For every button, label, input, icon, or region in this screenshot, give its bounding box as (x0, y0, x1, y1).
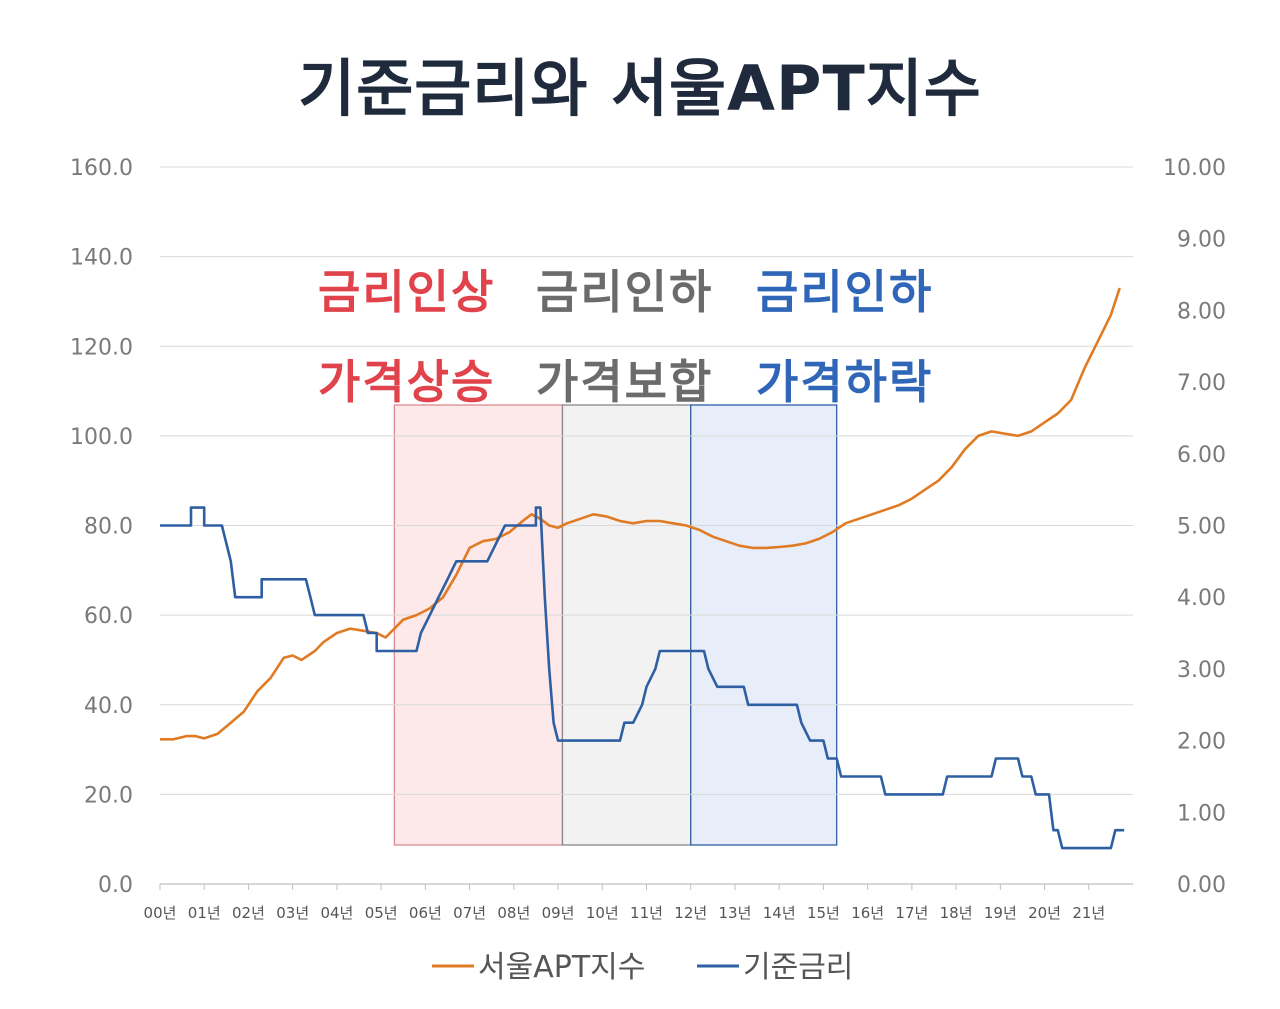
left-tick-label: 120.0 (70, 335, 133, 360)
left-tick-label: 60.0 (84, 604, 133, 629)
right-tick-label: 0.00 (1177, 873, 1226, 898)
x-tick-label: 02년 (232, 904, 265, 922)
right-tick-label: 4.00 (1177, 586, 1226, 611)
x-tick-label: 19년 (984, 904, 1017, 922)
period-regions (393, 404, 838, 846)
x-tick-label: 14년 (763, 904, 796, 922)
x-tick-label: 05년 (365, 904, 398, 922)
right-tick-label: 5.00 (1177, 515, 1226, 540)
right-tick-label: 8.00 (1177, 299, 1226, 324)
left-tick-label: 100.0 (70, 425, 133, 450)
annotation-price-flat: 가격보합 (536, 355, 714, 409)
left-tick-label: 140.0 (70, 246, 133, 271)
right-tick-label: 1.00 (1177, 801, 1226, 826)
x-tick-label: 21년 (1072, 904, 1105, 922)
annotation-rate-cut-2: 금리인하 (756, 265, 934, 319)
right-tick-label: 7.00 (1177, 371, 1226, 396)
x-tick-label: 07년 (453, 904, 486, 922)
legend: 서울APT지수 기준금리 (432, 950, 853, 985)
x-tick-label: 08년 (497, 904, 530, 922)
right-tick-label: 6.00 (1177, 443, 1226, 468)
legend-label: 기준금리 (743, 950, 853, 985)
x-tick-label: 10년 (586, 904, 619, 922)
x-tick-label: 17년 (895, 904, 928, 922)
x-tick-label: 11년 (630, 904, 663, 922)
x-tick-label: 09년 (542, 904, 575, 922)
x-tick-label: 20년 (1028, 904, 1061, 922)
right-tick-label: 2.00 (1177, 730, 1226, 755)
x-tick-label: 01년 (188, 904, 221, 922)
right-axis: 0.00 1.00 2.00 3.00 4.00 5.00 6.00 7.00 8.00 9.00… (1163, 156, 1226, 898)
x-tick-label: 15년 (807, 904, 840, 922)
period-region-2 (690, 404, 838, 846)
left-tick-label: 0.0 (98, 873, 133, 898)
left-tick-label: 20.0 (84, 783, 133, 808)
x-tick-label: 03년 (276, 904, 309, 922)
x-tick-label: 00년 (144, 904, 177, 922)
annotation-rate-hike: 금리인상 (318, 265, 496, 319)
period-region-1 (561, 404, 692, 846)
left-tick-label: 160.0 (70, 156, 133, 181)
annotation-rate-cut-1: 금리인하 (536, 265, 714, 319)
annotation-price-rise: 가격상승 (318, 355, 496, 409)
x-axis: 00년 01년 02년 03년 04년 05년 06년 07년 08년 09년 10년 11년 12년 1… (144, 884, 1105, 922)
chart-title: 기준금리와 서울APT지수 (298, 52, 982, 125)
left-tick-label: 40.0 (84, 694, 133, 719)
series-line-1 (160, 506, 1125, 850)
x-tick-label: 12년 (674, 904, 707, 922)
x-tick-label: 18년 (940, 904, 973, 922)
left-axis: 0.0 20.0 40.0 60.0 80.0 100.0 120.0 140.0 160.0 (70, 156, 133, 898)
x-tick-label: 16년 (851, 904, 884, 922)
right-tick-label: 3.00 (1177, 658, 1226, 683)
series-lines (160, 287, 1125, 850)
period-region-0 (393, 404, 564, 846)
left-tick-label: 80.0 (84, 515, 133, 540)
annotation-price-fall: 가격하락 (756, 355, 934, 409)
right-tick-label: 10.00 (1163, 156, 1226, 181)
x-tick-label: 04년 (320, 904, 353, 922)
x-tick-label: 13년 (719, 904, 752, 922)
right-tick-label: 9.00 (1177, 228, 1226, 253)
x-tick-label: 06년 (409, 904, 442, 922)
series-line-0 (160, 287, 1121, 741)
legend-label: 서울APT지수 (478, 950, 645, 985)
